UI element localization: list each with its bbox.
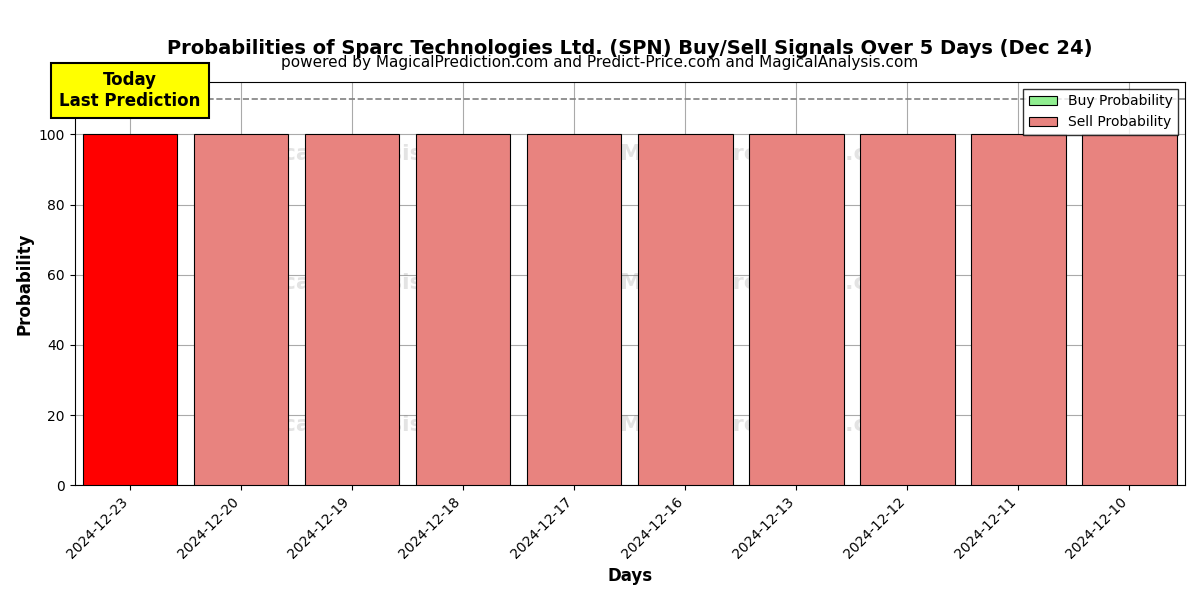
Text: MagicalAnalysis.com: MagicalAnalysis.com: [222, 145, 482, 164]
Bar: [527, 134, 622, 485]
Text: MagicalPrediction.com: MagicalPrediction.com: [620, 274, 906, 293]
Text: MagicalPrediction.com: MagicalPrediction.com: [620, 415, 906, 434]
Bar: [305, 134, 400, 485]
Bar: [749, 134, 844, 485]
X-axis label: Days: Days: [607, 567, 653, 585]
Text: Today
Last Prediction: Today Last Prediction: [60, 71, 200, 110]
Text: MagicalPrediction.com: MagicalPrediction.com: [620, 145, 906, 164]
Bar: [416, 134, 510, 485]
Bar: [860, 134, 955, 485]
Text: powered by MagicalPrediction.com and Predict-Price.com and MagicalAnalysis.com: powered by MagicalPrediction.com and Pre…: [281, 55, 919, 70]
Bar: [83, 134, 178, 485]
Text: MagicalAnalysis.com: MagicalAnalysis.com: [222, 274, 482, 293]
Bar: [638, 134, 732, 485]
Title: Probabilities of Sparc Technologies Ltd. (SPN) Buy/Sell Signals Over 5 Days (Dec: Probabilities of Sparc Technologies Ltd.…: [167, 39, 1092, 58]
Bar: [194, 134, 288, 485]
Bar: [971, 134, 1066, 485]
Legend: Buy Probability, Sell Probability: Buy Probability, Sell Probability: [1024, 89, 1178, 135]
Y-axis label: Probability: Probability: [16, 232, 34, 335]
Text: MagicalAnalysis.com: MagicalAnalysis.com: [222, 415, 482, 434]
Bar: [1082, 134, 1177, 485]
